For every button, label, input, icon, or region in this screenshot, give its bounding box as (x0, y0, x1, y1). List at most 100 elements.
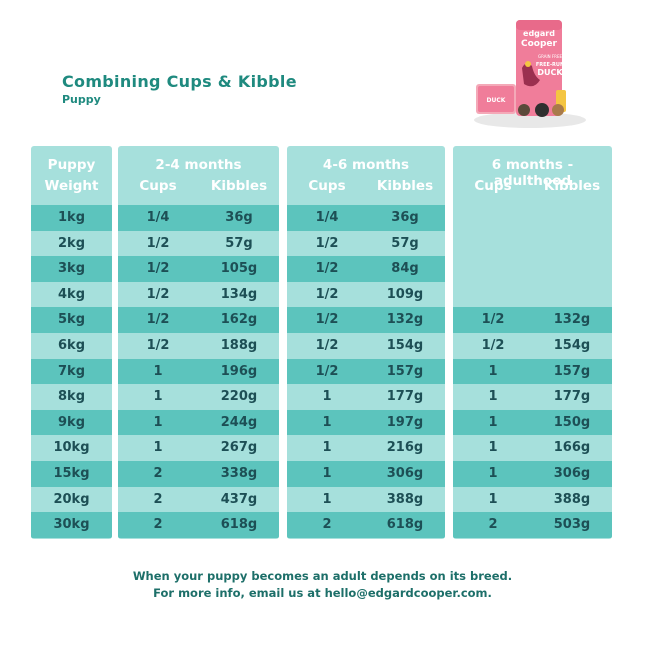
kibbles-cell: 84g (391, 261, 419, 277)
cups-cell: 2 (322, 517, 332, 533)
cups-cell: 1 (488, 440, 498, 456)
cups-cell: 1/2 (146, 286, 170, 302)
table-row: 15kg (31, 460, 112, 487)
cups-cell: 1 (488, 414, 498, 430)
table-row: 1/2 57g (287, 230, 445, 257)
kibbles-cell: 57g (225, 235, 253, 251)
table-row: 3kg (31, 256, 112, 282)
cups-cell: 1/2 (146, 337, 170, 353)
table-row: 1 177g (287, 384, 445, 410)
table-row: 1/2 132g (287, 307, 445, 333)
table-row: 8kg (31, 384, 112, 410)
kibbles-cell: 177g (553, 389, 591, 405)
kibbles-cell: 306g (553, 465, 591, 481)
cups-cell: 1 (153, 440, 163, 456)
kibbles-cell: 154g (553, 337, 591, 353)
cups-cell: 1/2 (315, 363, 339, 379)
cups-cell: 1/2 (481, 337, 505, 353)
bag-small-text: GRAIN FREE (538, 54, 563, 59)
kibbles-cell: 132g (553, 312, 591, 328)
group-header: 2-4 months Cups Kibbles (118, 146, 279, 202)
kibbles-cell: 244g (220, 414, 258, 430)
cups-cell: 1/4 (315, 210, 339, 225)
kibbles-cell: 157g (386, 363, 424, 379)
page-title: Combining Cups & Kibble (62, 72, 297, 91)
table-row: 1/2 157g (287, 358, 445, 385)
cups-cell: 1 (322, 491, 332, 507)
kibbles-cell: 157g (553, 363, 591, 379)
weight-header-line2: Weight (44, 178, 99, 194)
table-row: 1/2 154g (287, 332, 445, 359)
weight-cell: 9kg (58, 414, 85, 430)
cups-cell: 1/2 (315, 261, 339, 277)
kibbles-cell: 154g (386, 337, 424, 353)
group-header: 6 months - adulthood Cups Kibbles (453, 146, 612, 202)
table-row: 2 618g (118, 512, 279, 538)
bag-main-text: FREE-RUN (536, 62, 564, 68)
table-row: 1/2 154g (453, 332, 612, 359)
table-row: 1 388g (287, 486, 445, 513)
table-row: 5kg (31, 307, 112, 333)
weight-column: Puppy Weight 1kg 2kg 3kg 4kg 5kg 6kg 7kg 8kg 9kg… (31, 146, 112, 539)
table-row: 1 216g (287, 435, 445, 461)
kibbles-cell: 177g (386, 389, 424, 405)
kibbles-cell: 220g (220, 389, 258, 405)
cups-cell: 1 (153, 363, 163, 379)
kibbles-cell: 503g (553, 517, 591, 533)
bag-flavor-text: DUCK (537, 68, 563, 77)
table-row (453, 205, 612, 231)
cups-cell: 1/2 (146, 235, 170, 251)
table-row: 1/2 109g (287, 281, 445, 308)
cups-header: Cups (139, 178, 177, 194)
kibbles-cell: 388g (553, 491, 591, 507)
table-row: 2 618g (287, 512, 445, 538)
table-row: 1/2 84g (287, 256, 445, 282)
kibbles-cell: 36g (391, 210, 419, 225)
table-row: 6kg (31, 332, 112, 359)
table-row: 1 306g (287, 460, 445, 487)
group-rows: 1/4 36g 1/2 57g 1/2 84g 1/2 109g 1/2 132g 1/2 154g 1… (287, 205, 445, 538)
weight-header: Puppy Weight (31, 146, 112, 202)
cups-cell: 2 (153, 465, 163, 481)
cups-cell: 1 (322, 389, 332, 405)
weight-cell: 5kg (58, 312, 85, 328)
cups-cell: 1/2 (146, 261, 170, 277)
cups-header: Cups (308, 178, 346, 194)
group-4-6-months: 4-6 months Cups Kibbles 1/4 36g 1/2 57g 1/2 8… (287, 146, 445, 539)
kibbles-cell: 338g (220, 465, 258, 481)
page-subtitle: Puppy (62, 93, 101, 106)
kibbles-cell: 57g (391, 235, 419, 251)
kibbles-cell: 618g (386, 517, 424, 533)
cups-cell: 1 (488, 389, 498, 405)
table-row: 2 503g (453, 512, 612, 538)
weight-rows: 1kg 2kg 3kg 4kg 5kg 6kg 7kg 8kg 9kg 10kg 15kg 20kg 3… (31, 205, 112, 538)
kibbles-header: Kibbles (376, 178, 434, 194)
weight-cell: 7kg (58, 363, 85, 379)
brand-line1: edgard (523, 29, 555, 38)
table-row: 1 166g (453, 435, 612, 461)
cups-cell: 2 (153, 491, 163, 507)
table-row: 1 388g (453, 486, 612, 513)
table-row: 1 157g (453, 358, 612, 385)
kibbles-cell: 150g (553, 414, 591, 430)
table-row: 1/4 36g (118, 205, 279, 231)
cups-cell: 1/2 (315, 286, 339, 302)
table-row: 2 437g (118, 486, 279, 513)
cups-cell: 1 (153, 389, 163, 405)
table-row: 1 220g (118, 384, 279, 410)
kibbles-cell: 36g (225, 210, 253, 225)
group-2-4-months: 2-4 months Cups Kibbles 1/4 36g 1/2 57g 1/2 1… (118, 146, 279, 539)
tray-text: DUCK (487, 97, 506, 104)
cups-header: Cups (474, 178, 512, 194)
kibbles-cell: 188g (220, 337, 258, 353)
kibbles-cell: 105g (220, 261, 258, 277)
weight-cell: 15kg (53, 465, 90, 481)
cups-cell: 1 (488, 465, 498, 481)
kibbles-cell: 437g (220, 491, 258, 507)
cups-cell: 2 (153, 517, 163, 533)
group-title: 2-4 months (155, 157, 242, 173)
table-row: 2 338g (118, 460, 279, 487)
kibbles-cell: 388g (386, 491, 424, 507)
weight-cell: 10kg (53, 440, 90, 456)
table-row: 1/2 134g (118, 281, 279, 308)
